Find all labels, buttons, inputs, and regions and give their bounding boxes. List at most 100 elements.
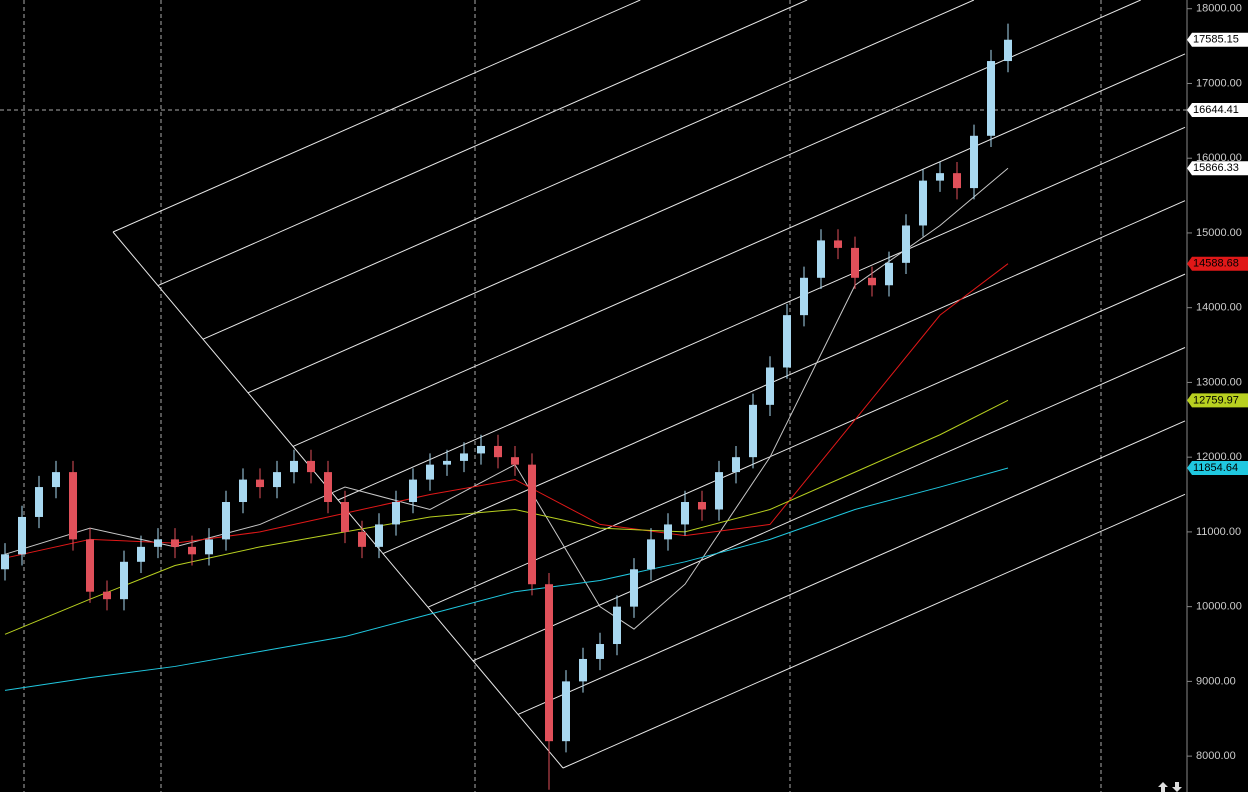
candle-body [1, 554, 9, 570]
y-tick-label: 12000.00 [1196, 451, 1242, 463]
fan-line [202, 0, 975, 340]
fan-line [472, 347, 1186, 662]
y-tick-label: 16000.00 [1196, 152, 1242, 164]
candle-body [596, 644, 604, 659]
candle-body [154, 539, 162, 547]
candle-body [953, 173, 961, 189]
candle-body [732, 457, 740, 473]
candle-body [426, 464, 434, 480]
candle-body [409, 479, 417, 503]
candle-body [766, 367, 774, 405]
y-tick-label: 18000.00 [1196, 3, 1242, 15]
fan-line [292, 53, 1186, 447]
candle-body [562, 681, 570, 742]
candle-body [579, 658, 587, 682]
candle-body [341, 502, 349, 532]
y-tick-label: 17000.00 [1196, 77, 1242, 89]
moving-average-line [4, 167, 1009, 630]
y-tick-label: 15000.00 [1196, 227, 1242, 239]
candle-body [902, 225, 910, 263]
y-tick-label: 8000.00 [1196, 750, 1236, 762]
candle-body [749, 404, 757, 458]
fan-line [382, 200, 1186, 555]
scroll-arrows[interactable] [1158, 782, 1182, 792]
fan-base-line [112, 231, 564, 769]
fan-line [562, 493, 1186, 769]
y-tick-label: 11000.00 [1196, 526, 1241, 538]
candle-body [987, 61, 995, 136]
candle-body [256, 479, 264, 488]
price-tag-label: 11854.64 [1193, 462, 1238, 474]
candle-body [545, 584, 553, 742]
moving-average-line [4, 467, 1009, 691]
fan-line [427, 273, 1186, 608]
candle-body [868, 277, 876, 286]
price-tag [1187, 461, 1248, 476]
candle-body [324, 472, 332, 503]
price-tag [1187, 393, 1248, 408]
candle-body [392, 502, 400, 525]
fan-line [517, 420, 1186, 715]
candle-body [494, 445, 502, 458]
candle-body [817, 240, 825, 278]
candle-body [375, 524, 383, 547]
candle-body [664, 524, 672, 540]
candle-body [18, 516, 26, 555]
fan-line [157, 0, 808, 287]
arrow-down-icon[interactable] [1172, 782, 1182, 792]
candle-body [52, 472, 60, 488]
candle-body [647, 539, 655, 570]
candle-body [477, 445, 485, 454]
candle-body [443, 460, 451, 465]
candle-body [715, 472, 723, 510]
price-tag-label: 16644.41 [1193, 104, 1239, 116]
y-tick-label: 13000.00 [1196, 376, 1242, 388]
candle-body [613, 606, 621, 645]
candle-body [511, 457, 519, 465]
candle-body [528, 464, 536, 585]
candle-body [290, 460, 298, 473]
candle-body [273, 472, 281, 488]
candle-body [851, 247, 859, 278]
price-tag-label: 15866.33 [1193, 162, 1239, 174]
candle-body [358, 531, 366, 547]
y-tick-label: 10000.00 [1196, 601, 1242, 613]
price-tag [1187, 161, 1248, 176]
fan-line [337, 126, 1186, 501]
candle-body [885, 262, 893, 286]
y-tick-label: 9000.00 [1196, 675, 1236, 687]
candle-body [69, 472, 77, 540]
candle-body [239, 479, 247, 503]
candle-body [188, 546, 196, 555]
candle-body [681, 502, 689, 525]
candle-body [86, 539, 94, 592]
candle-body [222, 502, 230, 540]
candle-body [936, 173, 944, 181]
price-tag-label: 14588.68 [1193, 258, 1239, 270]
candle-body [800, 277, 808, 316]
candle-body [919, 180, 927, 226]
candle-body [171, 539, 179, 547]
candle-body [698, 502, 706, 510]
price-tag [1187, 103, 1248, 118]
candle-body [630, 569, 638, 607]
candle-body [1004, 39, 1012, 62]
candle-body [783, 315, 791, 368]
y-tick-label: 14000.00 [1196, 302, 1242, 314]
price-tag-label: 17585.15 [1193, 34, 1239, 46]
fan-line [112, 0, 641, 233]
price-tag [1187, 256, 1248, 271]
price-tag-label: 12759.97 [1193, 394, 1239, 406]
candle-body [137, 546, 145, 562]
arrow-up-icon[interactable] [1158, 782, 1168, 792]
candle-body [103, 591, 111, 600]
candle-body [460, 453, 468, 461]
candle-body [970, 135, 978, 189]
candle-body [35, 487, 43, 517]
candle-body [120, 561, 128, 600]
candle-body [834, 240, 842, 248]
candle-body [205, 539, 213, 555]
candle-body [307, 460, 315, 473]
